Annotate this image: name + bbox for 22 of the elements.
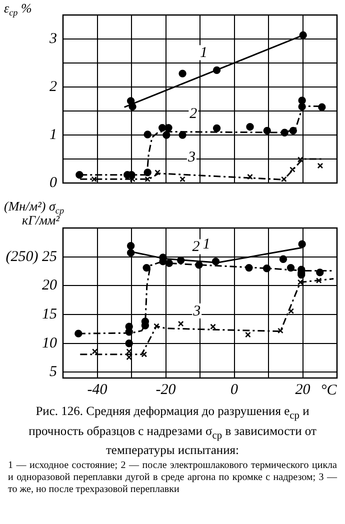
y-tick-label: 10	[42, 335, 58, 352]
series-label: 2	[192, 239, 200, 256]
series-label: 2	[190, 106, 198, 122]
text: Рис. 126. Средняя деформация до разрушения e$_{ср}$ и прочность образцов с надрезами σ$_{ср}$ в зависимости от температуры испытания:	[28, 404, 316, 457]
series-label: 3	[192, 303, 201, 320]
series-label: 1	[202, 236, 210, 252]
y-tick-label: 3	[48, 30, 57, 47]
series-label: 3	[186, 149, 196, 166]
y-tick-label: 1	[50, 126, 57, 143]
x-tick-label: -40	[87, 382, 108, 398]
y-tick-label: 2	[50, 78, 58, 95]
y-tick-label: 15	[42, 306, 58, 322]
y-tick-label: (250) 25	[6, 248, 58, 265]
x-axis-title: °C	[320, 382, 338, 398]
x-tick-label: 20	[295, 382, 311, 398]
series-label: 1	[200, 45, 208, 62]
x-tick-label: -20	[156, 382, 176, 398]
y-tick-label: 5	[50, 364, 58, 380]
y-tick-label: 20	[42, 278, 58, 294]
y-tick-label: 0	[50, 174, 58, 191]
x-tick-label: 0	[230, 382, 238, 398]
text: 1 — исходное состояние; 2 — после электрошлакового термического цикла и одноразовой переплавки дугой в среде аргона по кромке с надрезом; 3 — то же, но после трехразовой переплавки	[8, 460, 337, 496]
